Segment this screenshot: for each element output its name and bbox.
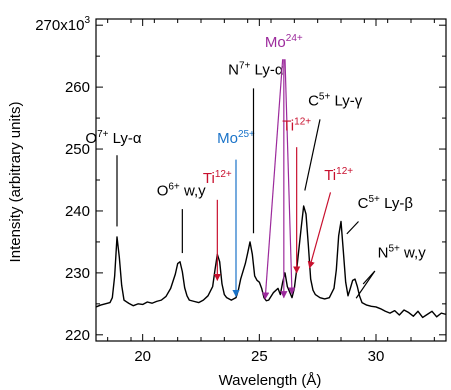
annotation-charge: 12+ [294, 116, 311, 127]
annotation-transition: w,y [180, 182, 206, 199]
x-tick-label: 30 [368, 348, 385, 365]
annotation-transition: Ly-α [108, 130, 141, 147]
annotation-line [355, 270, 376, 299]
annotation-line [262, 59, 284, 300]
annotation-ion: Mo [217, 130, 238, 147]
annotation-ion: N [378, 244, 389, 261]
series-layer [95, 205, 447, 319]
annotation-ion: C [358, 195, 369, 212]
annotation-transition: Ly-γ [330, 93, 362, 110]
axis-labels: Wavelength (Å) Intensity (arbitrary unit… [7, 102, 321, 389]
annotation-ion: N [228, 62, 239, 79]
annotation-label: Ti12+ [324, 166, 353, 184]
annotation-label: Ti12+ [282, 116, 311, 134]
annotation-label: C5+ Ly-β [358, 194, 414, 212]
annotation-line [362, 270, 376, 285]
y-axis-label: Intensity (arbitrary units) [7, 102, 24, 263]
annotation-charge: 25+ [238, 129, 255, 140]
annotation-label: Mo24+ [265, 33, 303, 51]
annotation-ion: Mo [265, 34, 286, 51]
y-tick-label: 270x103 [35, 15, 90, 34]
annotation-label: Ti12+ [203, 169, 232, 187]
annotation-transition: w,y [400, 244, 426, 261]
annotation-line [284, 59, 296, 295]
axes: 20 25 30 220 230 240 250 260 270x103 [35, 15, 447, 365]
annotation-ion: C [308, 93, 319, 110]
annotation-charge: 5+ [369, 194, 381, 205]
annotation-ion: Ti [282, 117, 294, 134]
annotation-charge: 7+ [239, 61, 251, 72]
annotation-label: N7+ Ly-α [228, 61, 284, 79]
annotation-label: O6+ w,y [157, 181, 206, 199]
annotation-ion: Ti [324, 167, 336, 184]
y-tick-exponent: 3 [84, 15, 90, 26]
annotation-charge: 5+ [388, 243, 400, 254]
annotation-line [307, 192, 332, 269]
y-tick-label: 220 [65, 327, 90, 344]
annotation-charge: 6+ [168, 181, 180, 192]
annotation-ion: O [157, 182, 169, 199]
x-axis-label: Wavelength (Å) [219, 372, 322, 389]
spectrum-line [95, 205, 447, 319]
x-tick-label: 25 [251, 348, 268, 365]
annotation-charge: 12+ [336, 166, 353, 177]
annotation-transition: Ly-α [250, 62, 283, 79]
y-tick-label: 230 [65, 265, 90, 282]
annotation-line [304, 119, 321, 191]
annotation-charge: 12+ [215, 169, 232, 180]
annotation-charge: 7+ [97, 129, 109, 140]
annotation-label: O7+ Ly-α [85, 129, 142, 147]
annotation-ion: O [85, 130, 97, 147]
annotation-transition: Ly-β [380, 195, 413, 212]
y-tick-label: 260 [65, 79, 90, 96]
annotation-label: C5+ Ly-γ [308, 92, 363, 110]
x-tick-label: 20 [134, 348, 151, 365]
annotation-line [346, 221, 359, 235]
annotation-ion: Ti [203, 170, 215, 187]
annotation-charge: 24+ [286, 33, 303, 44]
annotation-label: N5+ w,y [378, 243, 427, 261]
annotation-label: Mo25+ [217, 129, 255, 147]
annotation-charge: 5+ [319, 92, 331, 103]
y-tick-label: 250 [65, 141, 90, 158]
y-tick-label: 240 [65, 203, 90, 220]
